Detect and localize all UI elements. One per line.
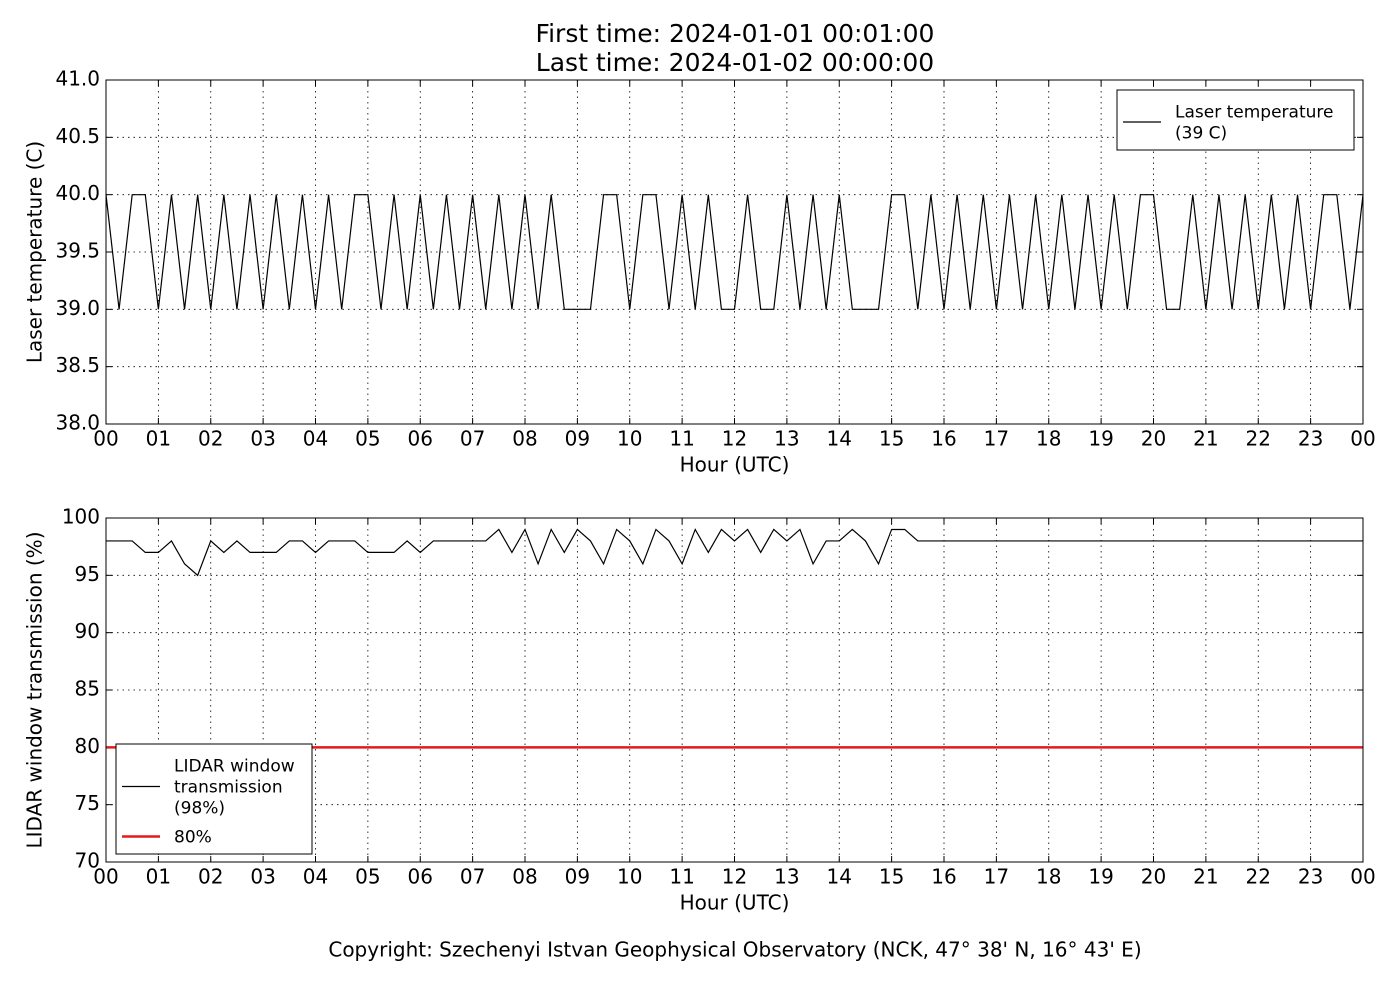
plot-frame (105, 79, 1364, 425)
y-tick-label: 40.0 (55, 181, 100, 205)
x-tick-label: 18 (1036, 865, 1061, 889)
title: First time: 2024-01-01 00:01:00 (536, 19, 935, 48)
x-tick-label: 12 (722, 865, 747, 889)
y-tick-label: 39.5 (55, 239, 100, 263)
x-tick-label: 01 (146, 865, 171, 889)
footer: Copyright: Szechenyi Istvan Geophysical … (328, 938, 1141, 962)
legend-label: (98%) (174, 799, 225, 819)
subtitle: Last time: 2024-01-02 00:00:00 (536, 48, 934, 77)
x-tick-label: 14 (827, 865, 852, 889)
x-tick-label: 10 (617, 865, 642, 889)
x-tick-label: 10 (617, 427, 642, 451)
y-axis-label: LIDAR window transmission (%) (23, 532, 47, 849)
data-line (106, 528, 1363, 577)
legend-label: Laser temperature (1175, 103, 1333, 123)
x-tick-label: 16 (931, 427, 956, 451)
x-tick-label: 14 (827, 427, 852, 451)
legend-label: LIDAR window (174, 757, 295, 777)
legend-label: (39 C) (1175, 124, 1227, 144)
x-tick-label: 06 (408, 865, 433, 889)
x-tick-label: 00 (93, 427, 118, 451)
y-tick-label: 39.0 (55, 296, 100, 320)
x-tick-label: 16 (931, 865, 956, 889)
y-tick-label: 38.0 (55, 411, 100, 435)
x-tick-label: 08 (512, 427, 537, 451)
x-tick-label: 00 (1350, 427, 1375, 451)
x-tick-label: 11 (669, 865, 694, 889)
x-tick-label: 17 (984, 865, 1009, 889)
x-tick-label: 17 (984, 427, 1009, 451)
x-tick-label: 09 (565, 427, 590, 451)
x-tick-label: 23 (1298, 427, 1323, 451)
x-tick-label: 03 (250, 427, 275, 451)
y-tick-label: 41.0 (55, 67, 100, 91)
x-tick-label: 15 (879, 865, 904, 889)
y-tick-label: 38.5 (55, 353, 100, 377)
x-tick-label: 19 (1088, 427, 1113, 451)
x-tick-label: 06 (408, 427, 433, 451)
x-tick-label: 07 (460, 865, 485, 889)
x-tick-label: 12 (722, 427, 747, 451)
x-tick-label: 22 (1246, 865, 1271, 889)
x-tick-label: 11 (669, 427, 694, 451)
x-tick-label: 20 (1141, 427, 1166, 451)
y-tick-label: 70 (75, 849, 100, 873)
x-tick-label: 05 (355, 427, 380, 451)
y-tick-label: 75 (75, 791, 100, 815)
x-tick-label: 08 (512, 865, 537, 889)
y-tick-label: 85 (75, 677, 100, 701)
x-tick-label: 04 (303, 865, 328, 889)
data-line (105, 194, 1364, 310)
y-axis-label: Laser temperature (C) (23, 141, 47, 363)
x-axis-label: Hour (UTC) (680, 891, 790, 915)
y-tick-label: 40.5 (55, 124, 100, 148)
x-tick-label: 02 (198, 427, 223, 451)
x-tick-label: 19 (1088, 865, 1113, 889)
x-tick-label: 04 (303, 427, 328, 451)
legend-box (1116, 89, 1355, 151)
x-tick-label: 00 (1350, 865, 1375, 889)
x-axis-label: Hour (UTC) (680, 453, 790, 477)
x-tick-label: 15 (879, 427, 904, 451)
x-tick-label: 05 (355, 865, 380, 889)
x-tick-label: 03 (250, 865, 275, 889)
x-tick-label: 13 (774, 865, 799, 889)
legend-label: transmission (174, 778, 283, 798)
x-tick-label: 22 (1246, 427, 1271, 451)
x-tick-label: 00 (93, 865, 118, 889)
y-tick-label: 80 (75, 734, 100, 758)
x-tick-label: 21 (1193, 865, 1218, 889)
y-tick-label: 90 (75, 619, 100, 643)
y-tick-label: 95 (75, 562, 100, 586)
y-tick-label: 100 (62, 505, 100, 529)
x-tick-label: 13 (774, 427, 799, 451)
x-tick-label: 20 (1141, 865, 1166, 889)
x-tick-label: 02 (198, 865, 223, 889)
plot-frame (105, 517, 1364, 863)
x-tick-label: 09 (565, 865, 590, 889)
x-tick-label: 23 (1298, 865, 1323, 889)
x-tick-label: 07 (460, 427, 485, 451)
x-tick-label: 21 (1193, 427, 1218, 451)
legend-label: 80% (174, 828, 212, 848)
x-tick-label: 01 (146, 427, 171, 451)
x-tick-label: 18 (1036, 427, 1061, 451)
